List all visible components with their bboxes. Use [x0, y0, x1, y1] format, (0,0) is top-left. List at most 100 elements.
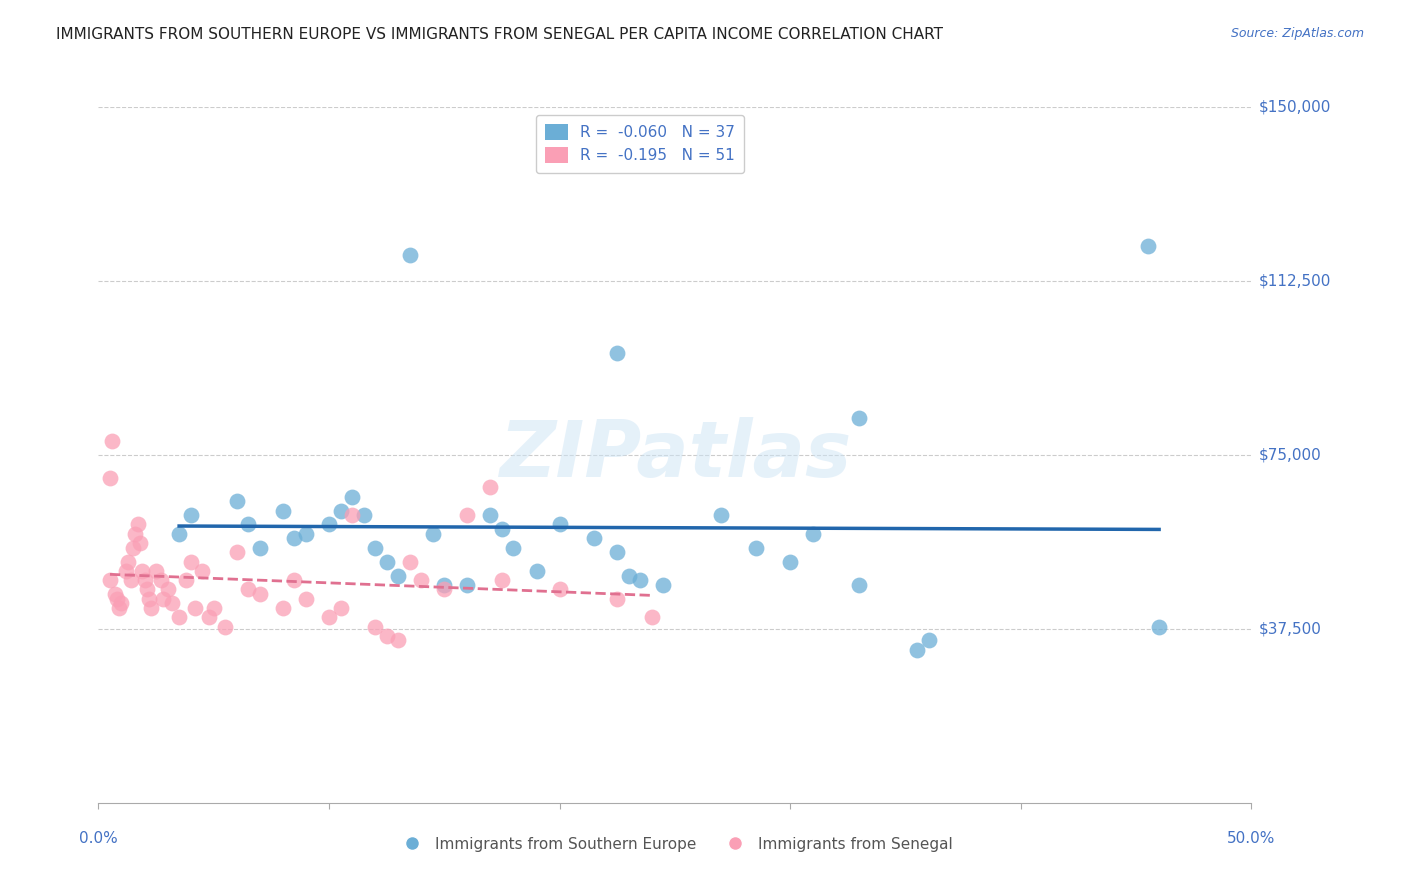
Point — [548, 517, 571, 532]
Point — [295, 526, 318, 541]
Point — [848, 578, 870, 592]
Point — [548, 582, 571, 597]
Point — [271, 601, 294, 615]
Point — [214, 619, 236, 633]
Point — [295, 591, 318, 606]
Text: Source: ZipAtlas.com: Source: ZipAtlas.com — [1230, 27, 1364, 40]
Point — [433, 582, 456, 597]
Point — [249, 541, 271, 555]
Point — [98, 573, 121, 587]
Point — [628, 573, 651, 587]
Point — [117, 555, 139, 569]
Point — [364, 541, 387, 555]
Point — [329, 503, 352, 517]
Point — [502, 541, 524, 555]
Point — [340, 508, 363, 523]
Point — [120, 573, 142, 587]
Point — [652, 578, 675, 592]
Point — [375, 555, 398, 569]
Point — [115, 564, 138, 578]
Point — [174, 573, 197, 587]
Point — [156, 582, 179, 597]
Point — [433, 578, 456, 592]
Point — [198, 610, 221, 624]
Text: $150,000: $150,000 — [1258, 100, 1330, 114]
Point — [710, 508, 733, 523]
Point — [180, 555, 202, 569]
Point — [127, 517, 149, 532]
Point — [225, 545, 247, 559]
Point — [398, 555, 420, 569]
Point — [238, 517, 260, 532]
Point — [141, 601, 163, 615]
Point — [387, 633, 409, 648]
Point — [318, 610, 340, 624]
Point — [225, 494, 247, 508]
Text: $75,000: $75,000 — [1258, 448, 1322, 462]
Point — [422, 526, 444, 541]
Point — [917, 633, 939, 648]
Point — [779, 555, 801, 569]
Point — [167, 610, 190, 624]
Point — [329, 601, 352, 615]
Point — [479, 480, 502, 494]
Point — [124, 526, 146, 541]
Point — [456, 508, 478, 523]
Text: $37,500: $37,500 — [1258, 622, 1322, 636]
Legend: Immigrants from Southern Europe, Immigrants from Senegal: Immigrants from Southern Europe, Immigra… — [391, 830, 959, 858]
Point — [583, 532, 606, 546]
Point — [184, 601, 207, 615]
Point — [138, 591, 160, 606]
Point — [283, 532, 305, 546]
Point — [606, 346, 628, 360]
Point — [641, 610, 664, 624]
Point — [103, 587, 125, 601]
Text: IMMIGRANTS FROM SOUTHERN EUROPE VS IMMIGRANTS FROM SENEGAL PER CAPITA INCOME COR: IMMIGRANTS FROM SOUTHERN EUROPE VS IMMIG… — [56, 27, 943, 42]
Point — [160, 596, 183, 610]
Point — [353, 508, 375, 523]
Point — [1136, 239, 1159, 253]
Point — [180, 508, 202, 523]
Point — [167, 526, 190, 541]
Point — [848, 410, 870, 425]
Point — [398, 248, 420, 262]
Point — [105, 591, 128, 606]
Point — [801, 526, 824, 541]
Point — [526, 564, 548, 578]
Point — [202, 601, 225, 615]
Point — [135, 582, 157, 597]
Point — [318, 517, 340, 532]
Point — [340, 490, 363, 504]
Text: 50.0%: 50.0% — [1227, 830, 1275, 846]
Point — [606, 545, 628, 559]
Point — [744, 541, 766, 555]
Point — [108, 601, 131, 615]
Point — [152, 591, 174, 606]
Point — [122, 541, 145, 555]
Point — [283, 573, 305, 587]
Point — [375, 629, 398, 643]
Point — [129, 536, 152, 550]
Point — [191, 564, 214, 578]
Text: $112,500: $112,500 — [1258, 274, 1330, 288]
Point — [617, 568, 640, 582]
Point — [1147, 619, 1170, 633]
Point — [606, 591, 628, 606]
Point — [98, 471, 121, 485]
Point — [271, 503, 294, 517]
Point — [145, 564, 167, 578]
Point — [131, 564, 153, 578]
Point — [479, 508, 502, 523]
Point — [491, 573, 513, 587]
Point — [456, 578, 478, 592]
Point — [134, 573, 156, 587]
Text: ZIPatlas: ZIPatlas — [499, 417, 851, 493]
Point — [387, 568, 409, 582]
Point — [905, 642, 928, 657]
Point — [364, 619, 387, 633]
Point — [249, 587, 271, 601]
Point — [238, 582, 260, 597]
Point — [101, 434, 124, 448]
Point — [149, 573, 172, 587]
Point — [491, 522, 513, 536]
